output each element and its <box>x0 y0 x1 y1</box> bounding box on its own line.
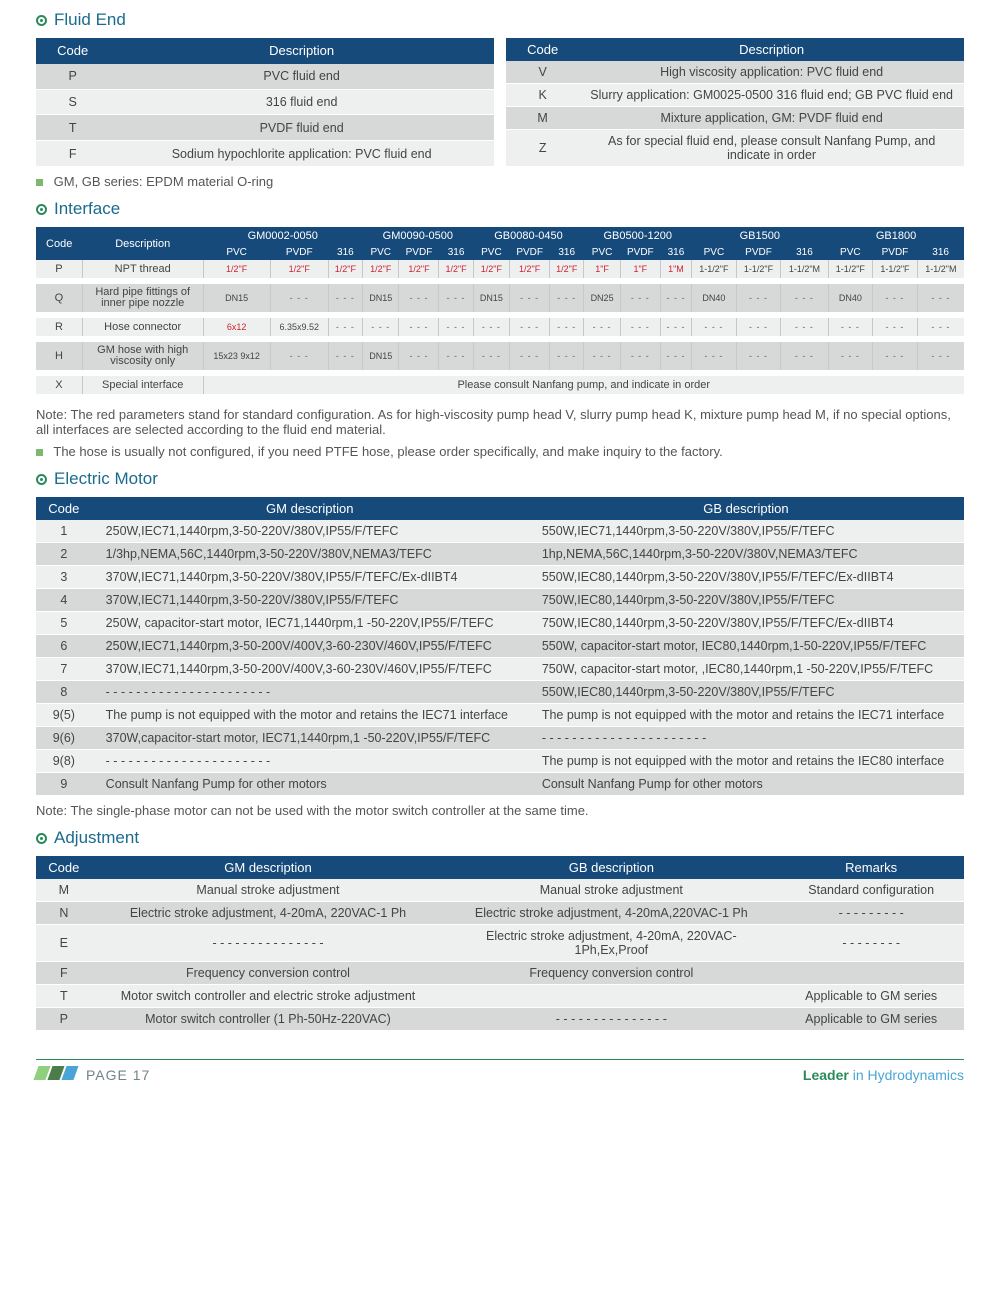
section-title-fluid-end: Fluid End <box>36 10 964 30</box>
code-cell: 2 <box>36 543 92 565</box>
code-cell: F <box>36 141 109 166</box>
interface-note-1: Note: The red parameters stand for stand… <box>36 407 964 437</box>
code-cell: M <box>36 879 92 901</box>
interface-table: CodeDescriptionGM0002-0050GM0090-0500GB0… <box>36 227 964 400</box>
desc-cell: Hose connector <box>82 318 203 336</box>
code-cell: K <box>506 84 579 106</box>
fluid-end-footnote: GM, GB series: EPDM material O-ring <box>36 174 964 189</box>
section-title-motor: Electric Motor <box>36 469 964 489</box>
square-bullet-icon <box>36 449 43 456</box>
code-cell: 3 <box>36 566 92 588</box>
code-cell: Q <box>36 284 82 312</box>
code-cell: E <box>36 925 92 961</box>
code-cell: 4 <box>36 589 92 611</box>
ring-bullet-icon <box>36 15 47 26</box>
code-cell: 9(5) <box>36 704 92 726</box>
code-cell: 6 <box>36 635 92 657</box>
adjustment-table: CodeGM descriptionGB descriptionRemarksM… <box>36 856 964 1031</box>
code-cell: X <box>36 376 82 394</box>
desc-cell: High viscosity application: PVC fluid en… <box>579 61 964 83</box>
desc-cell: Mixture application, GM: PVDF fluid end <box>579 107 964 129</box>
desc-cell: As for special fluid end, please consult… <box>579 130 964 166</box>
interface-note-2: The hose is usually not configured, if y… <box>36 444 964 459</box>
desc-cell: Special interface <box>82 376 203 394</box>
code-cell: 5 <box>36 612 92 634</box>
page-number: PAGE 17 <box>86 1067 150 1083</box>
desc-cell: Slurry application: GM0025-0500 316 flui… <box>579 84 964 106</box>
desc-cell: GM hose with high viscosity only <box>82 342 203 370</box>
code-cell: Z <box>506 130 579 166</box>
desc-cell: 316 fluid end <box>109 90 494 115</box>
page-footer: PAGE 17 Leader in Hydrodynamics <box>36 1059 964 1083</box>
slash-icons <box>36 1066 78 1083</box>
code-cell: 9(6) <box>36 727 92 749</box>
code-cell: M <box>506 107 579 129</box>
desc-cell: PVDF fluid end <box>109 115 494 140</box>
code-cell: S <box>36 90 109 115</box>
code-cell: T <box>36 115 109 140</box>
desc-cell: NPT thread <box>82 260 203 278</box>
section-title-interface: Interface <box>36 199 964 219</box>
title-text: Fluid End <box>54 10 126 30</box>
ring-bullet-icon <box>36 833 47 844</box>
desc-cell: PVC fluid end <box>109 64 494 89</box>
code-cell: P <box>36 260 82 278</box>
tagline: Leader in Hydrodynamics <box>803 1067 964 1083</box>
motor-table: CodeGM descriptionGB description1250W,IE… <box>36 497 964 796</box>
code-cell: 1 <box>36 520 92 542</box>
motor-note: Note: The single-phase motor can not be … <box>36 803 964 818</box>
code-cell: N <box>36 902 92 924</box>
code-cell: F <box>36 962 92 984</box>
code-cell: T <box>36 985 92 1007</box>
code-cell: P <box>36 1008 92 1030</box>
code-cell: V <box>506 61 579 83</box>
code-cell: H <box>36 342 82 370</box>
desc-cell: Sodium hypochlorite application: PVC flu… <box>109 141 494 166</box>
desc-cell: Hard pipe fittings of inner pipe nozzle <box>82 284 203 312</box>
code-cell: P <box>36 64 109 89</box>
ring-bullet-icon <box>36 474 47 485</box>
section-title-adjustment: Adjustment <box>36 828 964 848</box>
square-bullet-icon <box>36 179 43 186</box>
code-cell: 7 <box>36 658 92 680</box>
code-cell: 8 <box>36 681 92 703</box>
ring-bullet-icon <box>36 204 47 215</box>
code-cell: 9 <box>36 773 92 795</box>
code-cell: R <box>36 318 82 336</box>
fluid-end-tables: CodeDescriptionPPVC fluid endS316 fluid … <box>36 38 964 167</box>
code-cell: 9(8) <box>36 750 92 772</box>
